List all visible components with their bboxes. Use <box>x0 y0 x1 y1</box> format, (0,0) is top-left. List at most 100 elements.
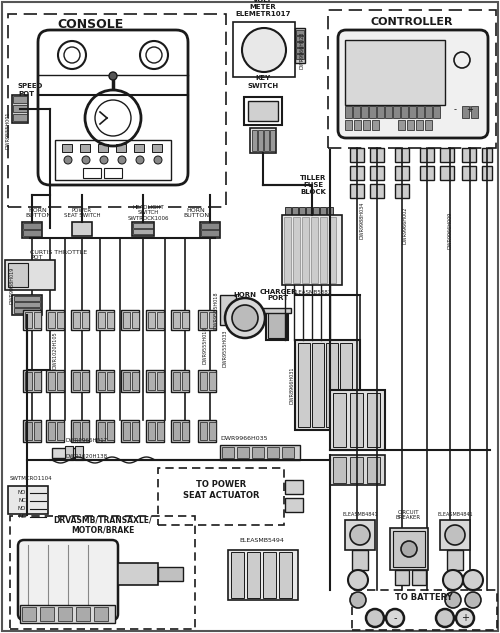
Text: NO: NO <box>18 489 26 494</box>
Bar <box>233 22 295 77</box>
Text: ELEASMB4841: ELEASMB4841 <box>342 513 378 518</box>
Bar <box>198 310 216 330</box>
Text: DWR9555H018: DWR9555H018 <box>214 291 218 329</box>
Text: HORN
BUTTON: HORN BUTTON <box>183 208 209 218</box>
Bar <box>433 106 440 118</box>
Text: DWR9966H002: DWR9966H002 <box>402 206 407 244</box>
Bar <box>132 422 139 440</box>
Bar <box>482 166 492 180</box>
Text: DWR9555H033: DWR9555H033 <box>222 329 228 367</box>
Circle shape <box>463 570 483 590</box>
Bar <box>279 552 292 598</box>
Circle shape <box>109 72 117 80</box>
Bar <box>320 207 326 215</box>
Text: HORN
BUTTON: HORN BUTTON <box>25 208 51 218</box>
Text: CIRCUIT
BREAKER: CIRCUIT BREAKER <box>396 510 420 520</box>
Bar <box>8 14 226 207</box>
Bar <box>340 343 352 427</box>
Bar <box>148 312 155 328</box>
Bar <box>250 128 276 153</box>
Bar <box>83 168 101 178</box>
Bar <box>209 312 216 328</box>
Text: CONSOLE: CONSOLE <box>57 18 123 32</box>
Bar <box>209 372 216 390</box>
Bar <box>354 120 361 130</box>
Bar <box>34 312 41 328</box>
Bar <box>244 97 282 125</box>
Bar <box>14 302 40 307</box>
Bar <box>158 468 284 525</box>
Bar <box>104 168 122 178</box>
Bar <box>71 310 89 330</box>
Bar <box>22 222 42 238</box>
Bar <box>23 223 41 229</box>
Text: SWTMCRO1104: SWTMCRO1104 <box>10 475 52 480</box>
Bar <box>73 422 80 440</box>
Text: DWR1020H138: DWR1020H138 <box>65 453 107 458</box>
Text: DWR1020H105: DWR1020H105 <box>52 331 58 369</box>
Bar <box>395 570 409 585</box>
Bar <box>14 296 40 301</box>
Bar <box>385 106 392 118</box>
Bar <box>200 222 220 238</box>
Text: VOLT
METER
ELEMETR1017: VOLT METER ELEMETR1017 <box>236 0 290 17</box>
Circle shape <box>64 156 72 164</box>
Bar <box>440 148 454 162</box>
FancyBboxPatch shape <box>338 30 488 138</box>
Bar <box>34 422 41 440</box>
Bar <box>266 310 288 340</box>
Bar <box>361 106 368 118</box>
Bar <box>228 550 298 600</box>
Bar <box>152 144 162 152</box>
Bar <box>123 372 130 390</box>
Text: +: + <box>466 106 473 115</box>
Bar <box>367 457 380 483</box>
Bar <box>148 422 155 440</box>
Bar <box>25 422 32 440</box>
Circle shape <box>456 609 474 627</box>
Bar <box>98 144 108 152</box>
Bar <box>107 422 114 440</box>
Text: HEADLIGHT
SWITCH
SWTROCK1006: HEADLIGHT SWITCH SWTROCK1006 <box>127 204 169 222</box>
Bar <box>72 222 92 236</box>
Circle shape <box>436 609 454 627</box>
Bar <box>8 486 48 514</box>
FancyBboxPatch shape <box>18 540 118 620</box>
Bar <box>462 166 476 180</box>
Bar <box>333 393 346 447</box>
Text: DWR9555H018: DWR9555H018 <box>202 326 207 364</box>
Bar <box>369 106 376 118</box>
Bar <box>171 310 189 330</box>
Bar <box>328 10 496 148</box>
Bar <box>268 312 286 338</box>
Bar <box>46 310 64 330</box>
Bar <box>312 343 324 427</box>
Bar <box>22 607 36 621</box>
Bar <box>8 263 28 287</box>
Bar <box>40 607 54 621</box>
Bar <box>370 184 384 198</box>
Bar <box>237 447 249 458</box>
Bar <box>231 552 244 598</box>
Text: TO POWER
SEAT ACTUATOR: TO POWER SEAT ACTUATOR <box>183 480 259 499</box>
Circle shape <box>443 570 463 590</box>
Bar <box>171 420 189 442</box>
Bar <box>263 552 276 598</box>
Bar <box>71 370 89 392</box>
Text: NC: NC <box>18 498 26 503</box>
Bar <box>200 372 207 390</box>
Text: ELEASMB5494: ELEASMB5494 <box>240 537 284 542</box>
Bar <box>296 30 304 35</box>
Bar <box>146 310 164 330</box>
Bar <box>401 106 408 118</box>
Bar <box>345 40 445 105</box>
Bar <box>264 130 269 151</box>
Bar <box>82 422 89 440</box>
Bar <box>132 372 139 390</box>
Bar <box>57 372 64 390</box>
Bar <box>173 422 180 440</box>
Bar <box>25 312 32 328</box>
Text: +: + <box>461 613 469 623</box>
Bar <box>198 420 216 442</box>
Bar <box>52 448 82 458</box>
